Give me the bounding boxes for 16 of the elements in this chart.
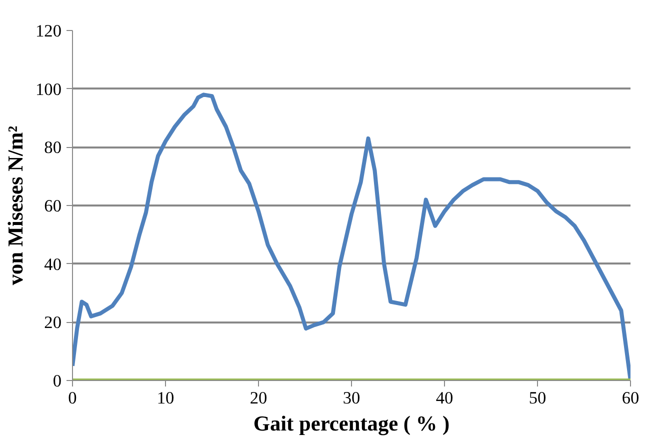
y-tick-label: 20 — [44, 313, 62, 332]
x-tick-label: 30 — [342, 388, 360, 408]
y-tick-label: 120 — [36, 22, 62, 40]
y-tick-label: 0 — [52, 372, 62, 390]
x-tick-label: 20 — [250, 388, 268, 408]
y-axis-title: von Miseses N/m² — [4, 126, 28, 286]
x-axis-title: Gait percentage ( % ) — [253, 412, 450, 436]
y-tick-label: 100 — [36, 80, 62, 99]
x-tick-label: 50 — [528, 388, 546, 408]
x-tick-label: 60 — [622, 388, 640, 408]
y-tick-label: 60 — [44, 196, 62, 216]
y-tick-label: 40 — [44, 254, 62, 274]
y-tick-label: 80 — [44, 138, 62, 158]
x-tick-label: 40 — [436, 388, 454, 408]
x-tick-label: 10 — [156, 388, 174, 408]
x-tick-label: 0 — [68, 388, 77, 408]
